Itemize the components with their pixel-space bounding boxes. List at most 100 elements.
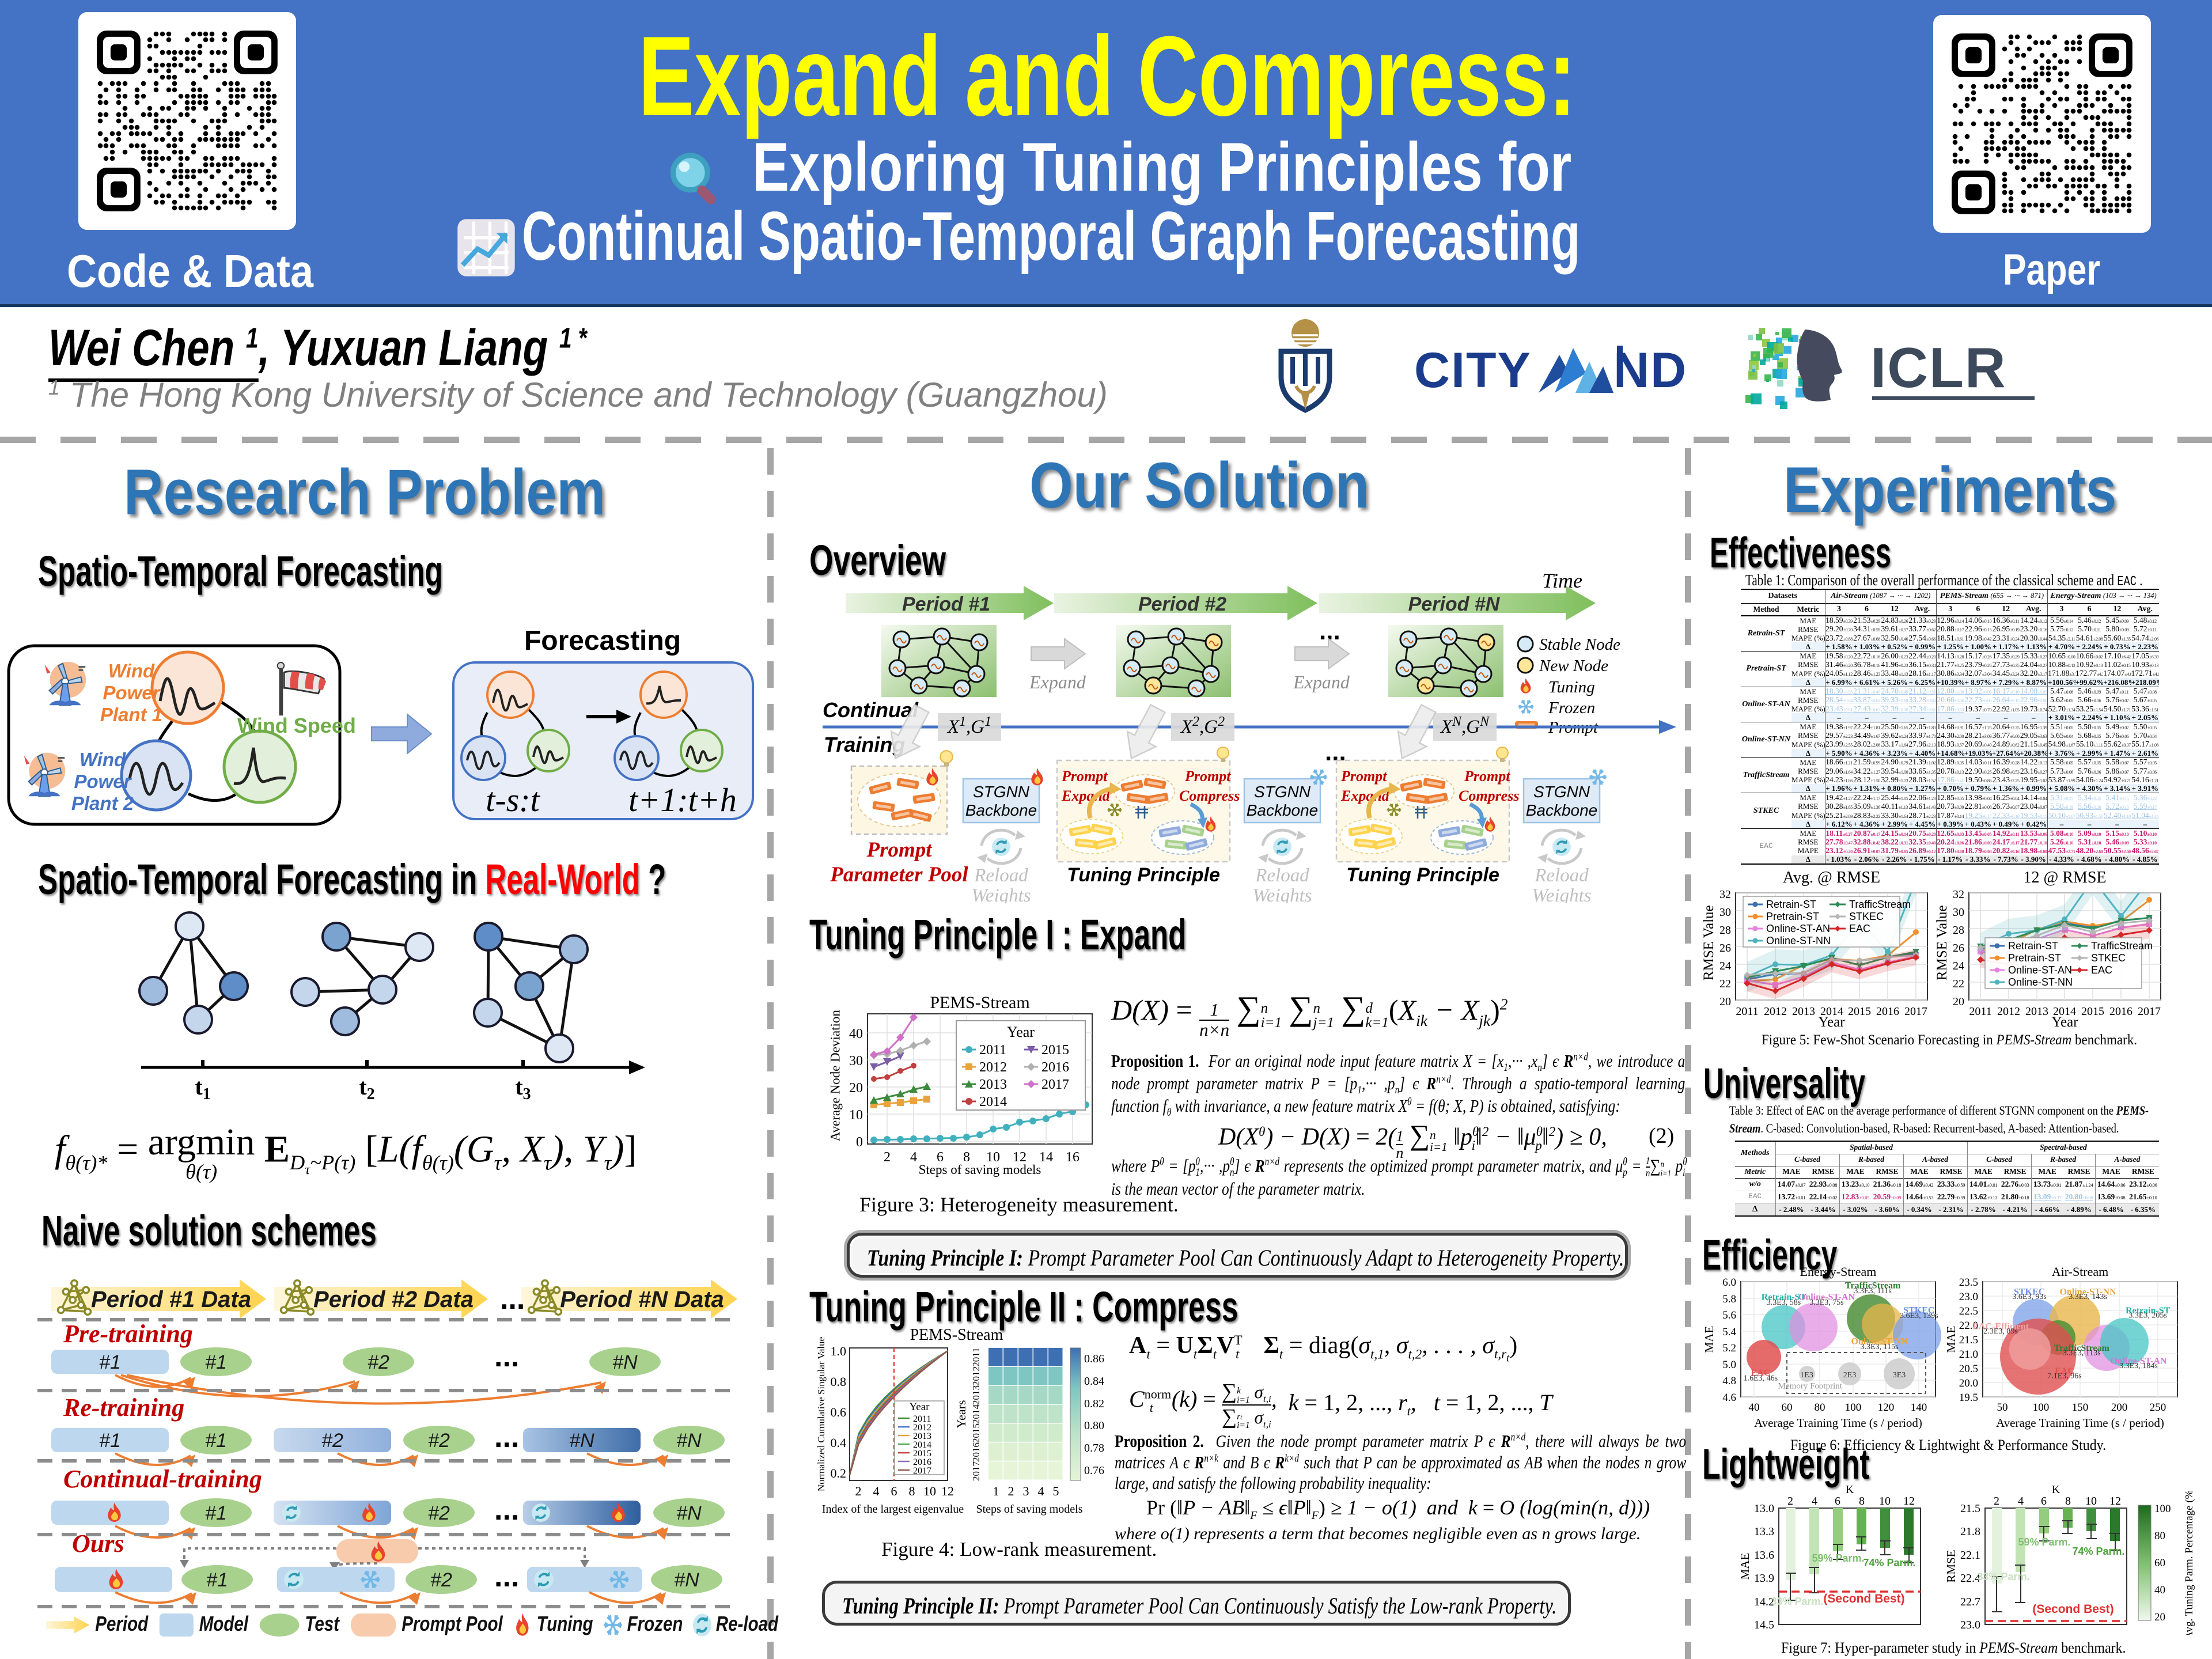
svg-text:STKEC: STKEC bbox=[2014, 1287, 2045, 1297]
svg-text:22.5: 22.5 bbox=[1959, 1305, 1978, 1317]
svg-text:6: 6 bbox=[891, 1484, 897, 1498]
svg-text:2014: 2014 bbox=[2053, 1005, 2076, 1018]
svg-text:19.5: 19.5 bbox=[1959, 1392, 1978, 1404]
svg-text:Prompt: Prompt bbox=[1061, 768, 1108, 785]
svg-text:Re-training: Re-training bbox=[63, 1393, 184, 1422]
svg-text:EAC: EAC bbox=[2091, 964, 2112, 976]
svg-text:STGNN: STGNN bbox=[1533, 783, 1590, 801]
svg-text:PEMS-Stream: PEMS-Stream bbox=[930, 994, 1029, 1012]
svg-text:2012: 2012 bbox=[979, 1060, 1007, 1075]
svg-text:Weights: Weights bbox=[971, 885, 1031, 903]
svg-text:30: 30 bbox=[1719, 906, 1731, 919]
svg-text:24: 24 bbox=[1719, 960, 1731, 972]
svg-text:12: 12 bbox=[1903, 1495, 1915, 1508]
svg-text:100: 100 bbox=[2154, 1503, 2171, 1515]
svg-text:0.84: 0.84 bbox=[1084, 1375, 1104, 1388]
svg-text:Power: Power bbox=[74, 771, 132, 792]
svg-text:8: 8 bbox=[963, 1150, 970, 1165]
svg-text:Steps of saving models: Steps of saving models bbox=[919, 1162, 1041, 1177]
svg-text:2014: 2014 bbox=[913, 1440, 931, 1450]
svg-text:2015: 2015 bbox=[971, 1423, 982, 1443]
svg-text:2011: 2011 bbox=[971, 1347, 982, 1366]
svg-text:74% Parm.: 74% Parm. bbox=[2072, 1546, 2124, 1557]
svg-text:74% Parm.: 74% Parm. bbox=[1863, 1557, 1915, 1569]
svg-text:2E3: 2E3 bbox=[1843, 1371, 1857, 1380]
svg-text:20: 20 bbox=[1953, 995, 1964, 1008]
svg-text:2: 2 bbox=[1008, 1484, 1014, 1498]
svg-text:24: 24 bbox=[1953, 960, 1964, 972]
svg-text:20: 20 bbox=[2154, 1611, 2165, 1623]
svg-text:...: ... bbox=[494, 1560, 519, 1593]
svg-text:4: 4 bbox=[1812, 1495, 1817, 1508]
svg-text:2015: 2015 bbox=[1848, 1005, 1871, 1018]
svg-text:20: 20 bbox=[1719, 995, 1731, 1008]
svg-text:5.6: 5.6 bbox=[1722, 1309, 1736, 1321]
svg-text:2: 2 bbox=[884, 1150, 891, 1165]
svg-text:59% Parm.: 59% Parm. bbox=[2018, 1536, 2070, 1548]
svg-text:0.82: 0.82 bbox=[1084, 1397, 1104, 1410]
svg-text:12 @ RMSE: 12 @ RMSE bbox=[2023, 870, 2106, 887]
svg-text:14.5: 14.5 bbox=[1754, 1619, 1774, 1631]
svg-text:5.8: 5.8 bbox=[1722, 1293, 1736, 1305]
svg-text:Reload: Reload bbox=[974, 865, 1028, 886]
svg-text:PEMS-Stream: PEMS-Stream bbox=[910, 1326, 1003, 1344]
svg-text:#1: #1 bbox=[99, 1430, 121, 1452]
svg-text:ICLR: ICLR bbox=[1870, 336, 2007, 399]
svg-text:2016: 2016 bbox=[1041, 1060, 1069, 1075]
svg-text:3: 3 bbox=[1023, 1484, 1029, 1498]
svg-text:0.4: 0.4 bbox=[831, 1435, 847, 1450]
svg-text:2.3E3, 89s: 2.3E3, 89s bbox=[1983, 1327, 2018, 1336]
svg-text:14: 14 bbox=[1039, 1150, 1053, 1165]
svg-text:TrafficStream: TrafficStream bbox=[1849, 899, 1911, 910]
svg-text:4: 4 bbox=[2018, 1495, 2024, 1508]
svg-text:1.6E3, 46s: 1.6E3, 46s bbox=[1744, 1374, 1778, 1382]
svg-text:60: 60 bbox=[2154, 1557, 2165, 1569]
svg-text:2014: 2014 bbox=[979, 1094, 1007, 1109]
svg-text:33% Parm.: 33% Parm. bbox=[1771, 1596, 1823, 1607]
svg-text:Continual-training: Continual-training bbox=[63, 1465, 262, 1493]
svg-text:Retrain-ST: Retrain-ST bbox=[2008, 940, 2058, 952]
svg-text:16: 16 bbox=[1066, 1150, 1080, 1165]
svg-text:Wind Speed: Wind Speed bbox=[237, 714, 356, 737]
svg-text:20.0: 20.0 bbox=[1959, 1377, 1978, 1389]
svg-text:2: 2 bbox=[1994, 1495, 1999, 1508]
svg-text:23.0: 23.0 bbox=[1959, 1291, 1978, 1303]
svg-text:2014: 2014 bbox=[1820, 1005, 1843, 1018]
svg-text:2013: 2013 bbox=[913, 1431, 931, 1441]
svg-text:STKEC: STKEC bbox=[1903, 1305, 1934, 1315]
svg-text:Year: Year bbox=[909, 1401, 930, 1413]
svg-text:2011: 2011 bbox=[979, 1043, 1006, 1058]
svg-text:Time: Time bbox=[1542, 570, 1582, 592]
svg-text:100: 100 bbox=[1845, 1402, 1862, 1414]
svg-text:Air-Stream: Air-Stream bbox=[2052, 1264, 2109, 1279]
svg-text:2011: 2011 bbox=[1736, 1005, 1758, 1018]
svg-text:Average Training Time (s / per: Average Training Time (s / period) bbox=[1754, 1416, 1922, 1430]
svg-text:2017: 2017 bbox=[2138, 1005, 2161, 1018]
svg-text:28: 28 bbox=[1953, 924, 1964, 937]
svg-text:#N: #N bbox=[676, 1430, 702, 1452]
svg-text:Backbone: Backbone bbox=[965, 801, 1037, 819]
svg-text:120: 120 bbox=[1878, 1402, 1895, 1414]
svg-text:14.2: 14.2 bbox=[1754, 1596, 1774, 1608]
svg-text:26: 26 bbox=[1953, 942, 1964, 955]
svg-text:22.4: 22.4 bbox=[1960, 1572, 1980, 1585]
svg-text:4.6: 4.6 bbox=[1722, 1392, 1736, 1404]
svg-text:20.5: 20.5 bbox=[1959, 1363, 1978, 1375]
svg-text:Steps of saving models: Steps of saving models bbox=[976, 1503, 1083, 1516]
svg-text:MAE: MAE bbox=[1738, 1553, 1752, 1580]
svg-text:Weights: Weights bbox=[1532, 885, 1591, 903]
svg-text:250: 250 bbox=[2150, 1402, 2166, 1414]
svg-text:EAC: EAC bbox=[2055, 1366, 2074, 1376]
svg-text:5: 5 bbox=[1053, 1484, 1059, 1498]
svg-text:Index of the largest eigenvalu: Index of the largest eigenvalue bbox=[822, 1503, 964, 1516]
svg-text:Average Node Deviation: Average Node Deviation bbox=[830, 1010, 842, 1142]
svg-text:t+1:t+h: t+1:t+h bbox=[628, 781, 737, 819]
svg-text:2: 2 bbox=[1787, 1495, 1793, 1508]
svg-text:Retrain-ST: Retrain-ST bbox=[1762, 1292, 1806, 1302]
svg-text:2016: 2016 bbox=[2109, 1005, 2133, 1018]
svg-text:140: 140 bbox=[1911, 1402, 1927, 1414]
svg-text:Years: Years bbox=[954, 1400, 968, 1428]
svg-text:Power: Power bbox=[103, 682, 161, 703]
svg-text:2012: 2012 bbox=[1764, 1005, 1787, 1018]
svg-text:1: 1 bbox=[993, 1484, 999, 1498]
